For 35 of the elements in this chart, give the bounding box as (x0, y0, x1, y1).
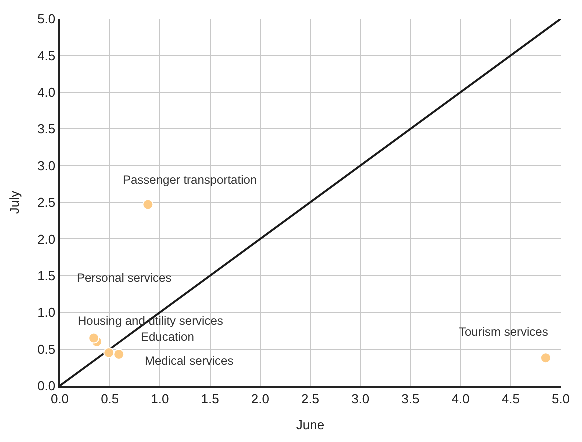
y-tick-label: 3.0 (38, 158, 56, 174)
y-tick-label: 4.0 (38, 84, 56, 100)
y-tick-label: 5.0 (38, 12, 56, 27)
x-tick-label: 2.5 (301, 391, 320, 406)
y-tick-label: 3.5 (38, 122, 56, 137)
y-tick-label: 1.5 (38, 268, 56, 284)
annotation: Tourism services (459, 325, 548, 339)
annotation: Medical services (145, 354, 234, 368)
x-tick-label: 1.0 (151, 391, 170, 406)
x-tick-label: 2.0 (251, 391, 270, 406)
annotation: Passenger transportation (123, 173, 258, 187)
x-tick-label: 3.0 (352, 391, 370, 406)
point (88, 332, 100, 344)
x-tick-label: 5.0 (552, 391, 570, 406)
x-axis-title: June (296, 417, 325, 432)
y-tick-label: 0.5 (38, 342, 56, 357)
y-tick-label: 2.5 (38, 195, 56, 210)
annotation: Education (141, 330, 194, 344)
x-tick-label: 4.5 (502, 391, 520, 406)
x-tick-label: 0.0 (50, 391, 70, 406)
point (104, 347, 115, 358)
y-tick-label: 0.0 (38, 378, 56, 394)
x-tick-label: 1.5 (201, 391, 220, 406)
x-tick-label: 0.5 (101, 391, 120, 406)
y-axis-title: July (7, 190, 22, 214)
x-tick-label: 3.5 (402, 391, 420, 406)
point (540, 352, 552, 364)
point (114, 348, 125, 360)
point (142, 199, 154, 210)
annotation: Personal services (77, 271, 172, 285)
y-tick-label: 2.0 (38, 232, 56, 247)
annotation: Housing and utility services (78, 314, 224, 328)
y-tick-label: 1.0 (38, 305, 56, 320)
y-tick-label: 4.5 (38, 48, 56, 64)
x-tick-label: 4.0 (452, 391, 470, 406)
